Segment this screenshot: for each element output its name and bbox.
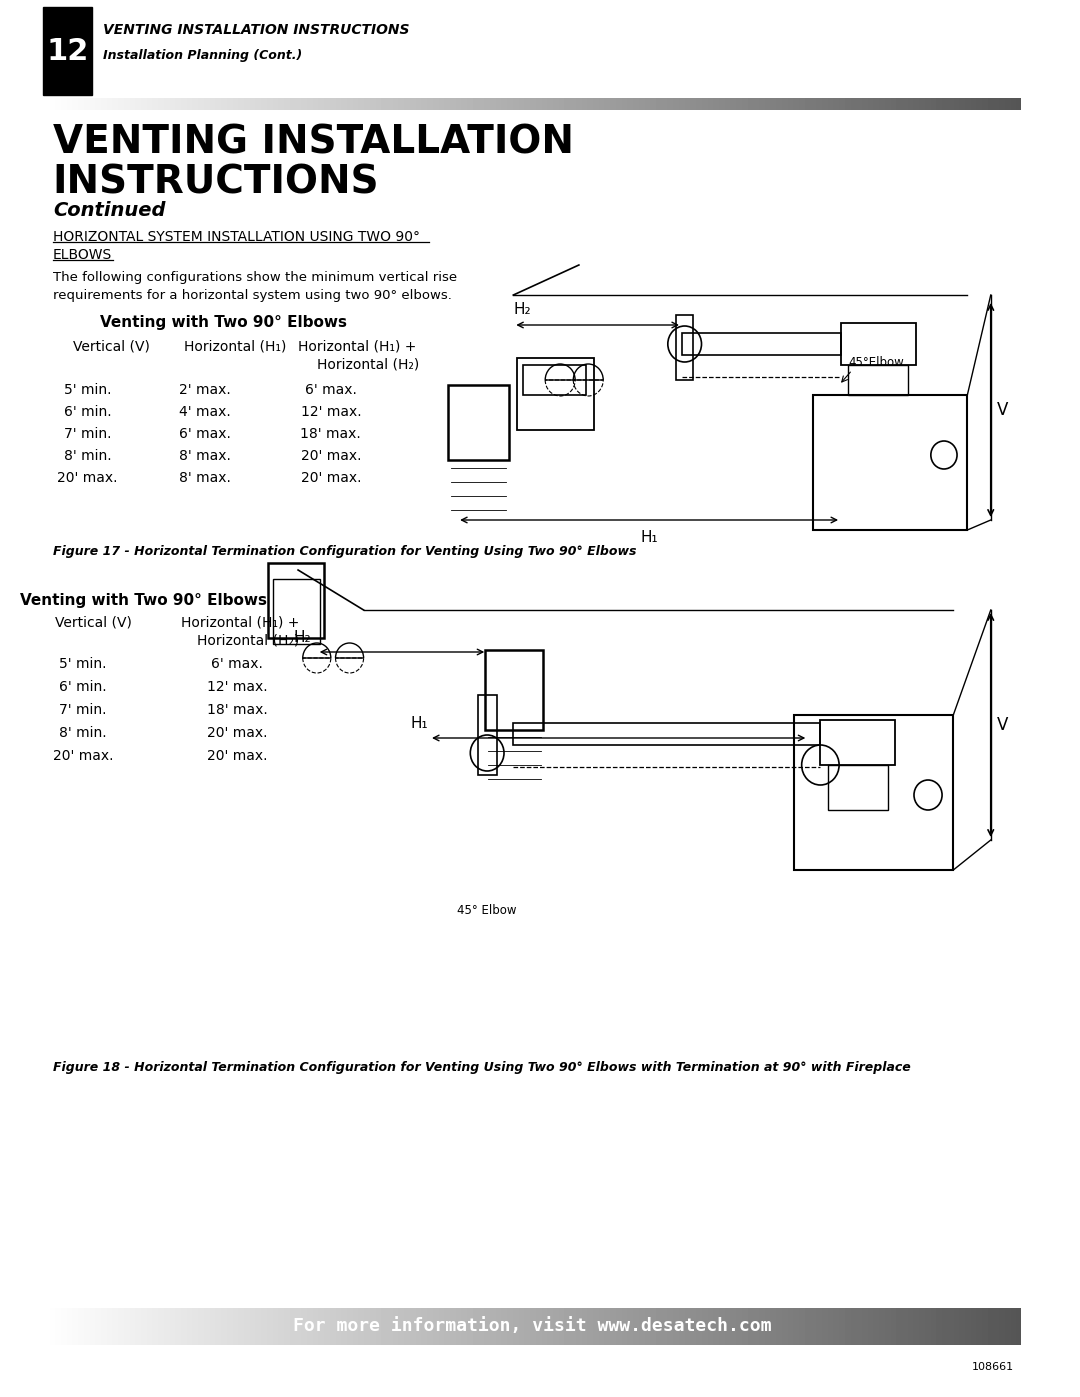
Text: 6' max.: 6' max. bbox=[305, 383, 356, 397]
Text: 45° Elbow: 45° Elbow bbox=[457, 904, 516, 916]
Text: Venting with Two 90° Elbows: Venting with Two 90° Elbows bbox=[99, 314, 347, 330]
Text: Installation Planning (Cont.): Installation Planning (Cont.) bbox=[104, 49, 302, 61]
Bar bbox=[794, 715, 954, 870]
Text: 8' min.: 8' min. bbox=[59, 726, 107, 740]
Text: HORIZONTAL SYSTEM INSTALLATION USING TWO 90°: HORIZONTAL SYSTEM INSTALLATION USING TWO… bbox=[53, 231, 420, 244]
Text: Vertical (V): Vertical (V) bbox=[55, 615, 132, 629]
Text: 2' max.: 2' max. bbox=[178, 383, 230, 397]
Text: INSTRUCTIONS: INSTRUCTIONS bbox=[53, 163, 379, 201]
Text: Horizontal (H₂): Horizontal (H₂) bbox=[316, 358, 419, 372]
Text: 4' max.: 4' max. bbox=[178, 405, 230, 419]
Text: H₁: H₁ bbox=[411, 717, 429, 732]
Text: ELBOWS: ELBOWS bbox=[53, 249, 112, 263]
Bar bbox=[517, 358, 594, 430]
Bar bbox=[448, 386, 509, 460]
Text: 6' max.: 6' max. bbox=[178, 427, 230, 441]
Text: 5' min.: 5' min. bbox=[64, 383, 111, 397]
Text: V: V bbox=[997, 401, 1009, 419]
Text: 7' min.: 7' min. bbox=[59, 703, 107, 717]
Text: 8' max.: 8' max. bbox=[178, 471, 230, 485]
Text: 12: 12 bbox=[46, 38, 89, 67]
Text: For more information, visit www.desatech.com: For more information, visit www.desatech… bbox=[293, 1317, 771, 1336]
Text: The following configurations show the minimum vertical rise: The following configurations show the mi… bbox=[53, 271, 457, 285]
Text: Horizontal (H₂): Horizontal (H₂) bbox=[197, 633, 299, 647]
Text: 108661: 108661 bbox=[972, 1362, 1014, 1372]
Text: 20' max.: 20' max. bbox=[207, 726, 268, 740]
Text: 45°Elbow: 45°Elbow bbox=[849, 355, 904, 369]
Text: Vertical (V): Vertical (V) bbox=[73, 339, 150, 353]
Text: Figure 18 - Horizontal Termination Configuration for Venting Using Two 90° Elbow: Figure 18 - Horizontal Termination Confi… bbox=[53, 1062, 910, 1074]
Text: Horizontal (H₁): Horizontal (H₁) bbox=[184, 339, 286, 353]
Text: 20' max.: 20' max. bbox=[57, 471, 118, 485]
Text: 6' max.: 6' max. bbox=[212, 657, 264, 671]
Bar bbox=[828, 766, 888, 810]
Text: 18' max.: 18' max. bbox=[207, 703, 268, 717]
Text: 8' min.: 8' min. bbox=[64, 448, 111, 462]
Bar bbox=[477, 694, 497, 775]
Text: Continued: Continued bbox=[53, 201, 165, 219]
Text: Horizontal (H₁) +: Horizontal (H₁) + bbox=[298, 339, 417, 353]
Text: H₂: H₂ bbox=[294, 630, 311, 645]
Bar bbox=[676, 314, 693, 380]
Text: Horizontal (H₁) +: Horizontal (H₁) + bbox=[181, 615, 299, 629]
Bar bbox=[841, 323, 916, 365]
Text: 20' max.: 20' max. bbox=[207, 749, 268, 763]
Bar bbox=[43, 7, 92, 95]
Text: H₁: H₁ bbox=[640, 529, 658, 545]
Text: 20' max.: 20' max. bbox=[300, 448, 361, 462]
Text: 6' min.: 6' min. bbox=[64, 405, 111, 419]
Text: 12' max.: 12' max. bbox=[300, 405, 361, 419]
Text: requirements for a horizontal system using two 90° elbows.: requirements for a horizontal system usi… bbox=[53, 289, 451, 302]
Text: H₂: H₂ bbox=[514, 302, 531, 317]
Text: 6' min.: 6' min. bbox=[59, 680, 107, 694]
Text: VENTING INSTALLATION: VENTING INSTALLATION bbox=[53, 124, 573, 162]
Text: 5' min.: 5' min. bbox=[59, 657, 107, 671]
Text: 8' max.: 8' max. bbox=[178, 448, 230, 462]
Bar bbox=[813, 395, 968, 529]
Text: 18' max.: 18' max. bbox=[300, 427, 361, 441]
Bar bbox=[849, 365, 908, 395]
Bar bbox=[523, 365, 586, 395]
Bar bbox=[513, 724, 821, 745]
Text: Venting with Two 90° Elbows: Venting with Two 90° Elbows bbox=[21, 592, 267, 608]
Bar bbox=[268, 563, 324, 638]
Text: Figure 17 - Horizontal Termination Configuration for Venting Using Two 90° Elbow: Figure 17 - Horizontal Termination Confi… bbox=[53, 545, 636, 559]
Text: VENTING INSTALLATION INSTRUCTIONS: VENTING INSTALLATION INSTRUCTIONS bbox=[104, 22, 410, 36]
Bar bbox=[681, 332, 841, 355]
Bar bbox=[273, 578, 320, 644]
Text: 20' max.: 20' max. bbox=[300, 471, 361, 485]
Text: 20' max.: 20' max. bbox=[53, 749, 113, 763]
Bar bbox=[485, 650, 543, 731]
Bar bbox=[821, 719, 895, 766]
Text: 12' max.: 12' max. bbox=[207, 680, 268, 694]
Text: V: V bbox=[997, 717, 1009, 733]
Text: 7' min.: 7' min. bbox=[64, 427, 111, 441]
